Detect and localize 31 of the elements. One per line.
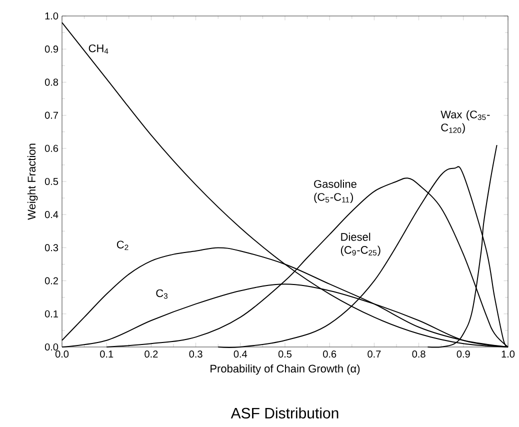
y-tick-label: 0.4	[44, 211, 58, 218]
series-label: Diesel (C$_{9}$-C$_{25}$)	[340, 232, 380, 256]
y-tick-label: 0.5	[44, 178, 58, 186]
x-axis-title: Probability of Chain Growth (α)	[210, 364, 360, 375]
y-tick-label: 0.3	[44, 244, 58, 252]
x-tick-label: 0.8	[412, 350, 426, 358]
x-tick-label: 0.2	[144, 350, 158, 358]
x-tick-label: 0.4	[234, 350, 248, 358]
text: Wax (C$_{35}$-C$_{120}$)	[440, 110, 490, 134]
series-label: CH$_{4}$	[88, 44, 108, 54]
y-tick-label: 0.6	[44, 144, 58, 152]
series-label: C$_{2}$	[116, 240, 128, 250]
y-tick-label: 0.8	[44, 78, 58, 86]
x-tick-label: 1.0	[502, 350, 515, 358]
y-axis-title: Weight Fraction	[27, 144, 38, 220]
x-tick-label: 0.6	[323, 350, 336, 358]
text: ASF Distribution	[230, 407, 338, 418]
y-tick-label: 0.9	[44, 46, 58, 53]
x-tick-label: 0.7	[368, 350, 381, 358]
series-label: C$_{3}$	[156, 289, 168, 299]
x-tick-label: 0.9	[456, 350, 470, 358]
x-tick-label: 0.5	[278, 350, 292, 358]
x-tick-label: 0.0	[55, 350, 69, 358]
y-tick-label: 0.2	[44, 277, 58, 284]
x-tick-label: 0.1	[100, 350, 114, 358]
y-tick-label: 0.7	[44, 112, 58, 119]
y-tick-label: 1.0	[45, 12, 58, 20]
y-tick-label: 0.1	[44, 310, 58, 318]
series-label: Gasoline (C$_{5}$-C$_{11}$)	[314, 180, 356, 204]
x-tick-label: 0.3	[189, 350, 202, 358]
y-tick-label: 0.0	[44, 343, 58, 351]
